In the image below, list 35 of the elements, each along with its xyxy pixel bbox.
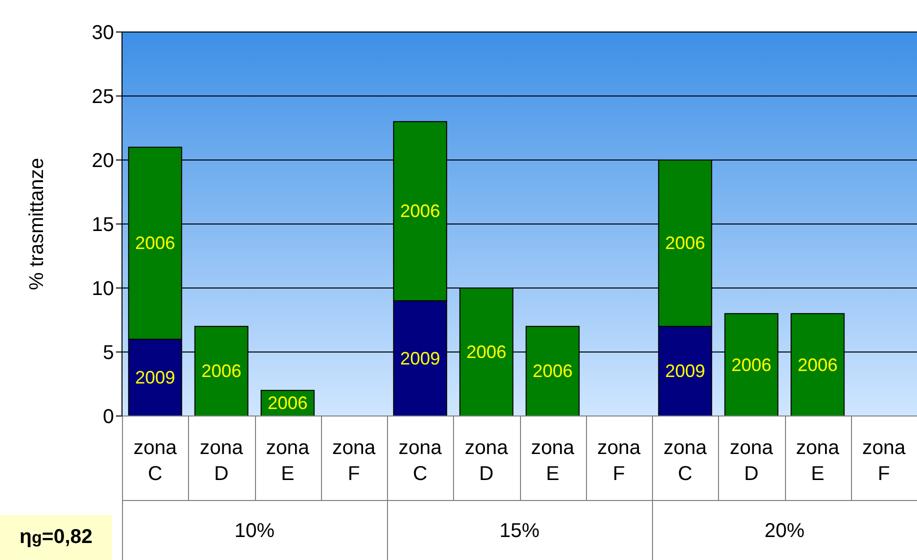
- x-tick-label: zona E: [266, 437, 310, 485]
- y-tick-label: 10: [92, 278, 114, 300]
- y-axis-title: % trasmittanze: [26, 158, 48, 290]
- text: 10%: [233, 520, 276, 543]
- x-tick-label: zona F: [332, 437, 376, 485]
- text: 2006: [135, 233, 176, 254]
- series-label: 2009: [135, 368, 176, 388]
- x-tick-label: zona D: [200, 437, 244, 485]
- text: 2006: [400, 201, 440, 222]
- text: 2009: [400, 348, 440, 368]
- x-tick-label: zona D: [464, 437, 509, 485]
- series-label: 2006: [268, 393, 308, 414]
- text: 2006: [532, 361, 573, 382]
- x-tick-label: zona F: [862, 437, 906, 485]
- x-tick-label: zona C: [398, 437, 443, 485]
- y-tick-label: 0: [102, 406, 114, 428]
- text: 2006: [201, 361, 242, 382]
- x-tick-label: zona F: [597, 437, 642, 485]
- text: 2006: [466, 342, 506, 362]
- text: 2006: [731, 354, 772, 375]
- text: 20%: [763, 520, 806, 543]
- x-tick-label: zona D: [730, 437, 774, 485]
- text: 2009: [665, 361, 706, 382]
- y-tick-label: 20: [92, 150, 114, 172]
- x-tick-label: zona E: [530, 437, 576, 485]
- x-tick-label: zona C: [133, 437, 178, 485]
- y-tick-label: 25: [92, 86, 114, 108]
- text: 2006: [798, 354, 838, 375]
- y-tick-label: 5: [102, 342, 114, 364]
- y-tick-label: 30: [92, 22, 114, 44]
- text: 15%: [498, 520, 541, 543]
- x-tick-label: zona C: [663, 437, 708, 485]
- text: 2006: [665, 233, 706, 254]
- y-tick-label: 15: [92, 214, 114, 236]
- x-tick-label: zona E: [796, 437, 840, 485]
